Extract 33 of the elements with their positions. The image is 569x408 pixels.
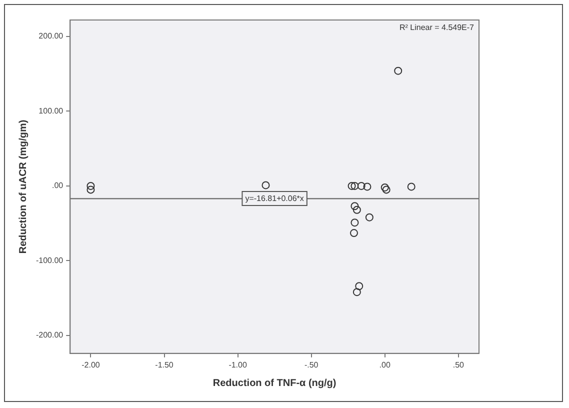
x-tick-label: .50 bbox=[452, 360, 465, 370]
x-axis-title: Reduction of TNF-α (ng/g) bbox=[212, 378, 336, 389]
y-tick-label: -200.00 bbox=[36, 330, 64, 340]
point bbox=[86, 186, 95, 194]
point bbox=[394, 66, 402, 75]
point bbox=[350, 202, 359, 210]
x-tick-label: -1.50 bbox=[155, 360, 174, 370]
x-tick-label: -1.00 bbox=[228, 360, 248, 370]
point bbox=[262, 181, 270, 190]
y-tick-label: 200.00 bbox=[38, 32, 64, 41]
point bbox=[348, 182, 356, 190]
point bbox=[352, 206, 361, 214]
x-tick-label: -2.00 bbox=[82, 360, 100, 370]
point bbox=[350, 182, 359, 190]
point bbox=[363, 182, 372, 191]
point bbox=[350, 218, 359, 227]
point bbox=[407, 182, 416, 191]
point bbox=[382, 186, 390, 194]
y-tick-label: .00 bbox=[52, 181, 64, 190]
annotation: R² Linear = 4.549E-7 bbox=[400, 23, 475, 32]
point bbox=[352, 288, 361, 296]
point bbox=[86, 182, 95, 190]
x-tick-label: .00 bbox=[379, 360, 391, 370]
annotation: y=-16.81+0.06*x bbox=[245, 194, 304, 203]
point bbox=[357, 182, 366, 190]
point bbox=[365, 213, 374, 222]
point bbox=[355, 282, 364, 290]
y-axis-title: Reduction of uACR (mg/gm) bbox=[18, 120, 29, 254]
point bbox=[350, 229, 358, 238]
x-tick-label: -.50 bbox=[304, 360, 319, 370]
y-tick-label: -100.00 bbox=[36, 256, 64, 265]
point bbox=[380, 183, 389, 192]
y-tick-label: 100.00 bbox=[38, 106, 64, 116]
